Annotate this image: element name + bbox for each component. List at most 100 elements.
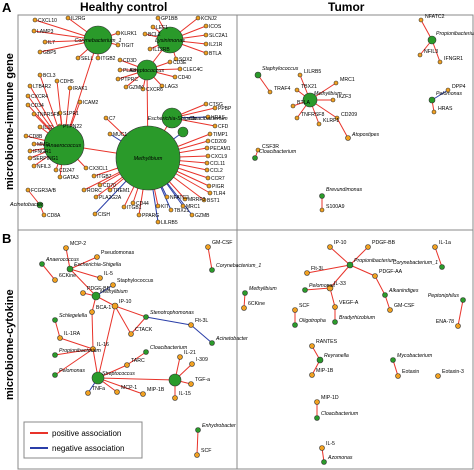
label-peptoniphilus: Peptoniphilus bbox=[428, 293, 460, 299]
node-acinetobacter bbox=[209, 340, 215, 346]
node-mme bbox=[31, 141, 37, 147]
figure-frame bbox=[17, 14, 474, 470]
label-ccr7: CCR7 bbox=[211, 176, 225, 182]
node-btla bbox=[290, 103, 296, 109]
node-tnfa bbox=[85, 390, 91, 396]
edge-positive bbox=[207, 246, 213, 271]
label-ctsg: CTSG bbox=[209, 102, 223, 108]
node-stenotrophomonas bbox=[143, 314, 149, 320]
node-bst1 bbox=[201, 197, 207, 203]
label-il-16: IL-16 bbox=[97, 342, 109, 348]
label-cd8b: CD8B bbox=[29, 134, 43, 140]
node-acinetobacter bbox=[36, 201, 44, 209]
node-escherichia-shigella bbox=[161, 107, 183, 129]
node-muc1 bbox=[107, 131, 113, 137]
node-propionibacterium bbox=[346, 261, 354, 269]
label-cd44: CD44 bbox=[136, 201, 149, 207]
edge-positive bbox=[65, 247, 71, 270]
label-cd209: CD209 bbox=[211, 139, 227, 145]
label-mcp-2: MCP-2 bbox=[70, 241, 86, 247]
node-bcl3 bbox=[37, 72, 43, 78]
label-streptococcus: Streptococcus bbox=[102, 371, 135, 377]
label-ikzf3: IKZF3 bbox=[337, 94, 351, 100]
node-i-309 bbox=[189, 361, 195, 367]
label-klrf1: KLRF1 bbox=[323, 118, 339, 124]
node-tlr4 bbox=[207, 190, 213, 196]
node-escherichia-shigella bbox=[66, 265, 74, 273]
node-gp1bb bbox=[155, 15, 161, 21]
node-nfatc2 bbox=[164, 194, 170, 200]
label-staphylococcus: Staphylococcus bbox=[262, 66, 299, 72]
node-gbp5 bbox=[37, 49, 43, 55]
node-atopostipes bbox=[345, 135, 351, 141]
label-cfd: CFD bbox=[218, 124, 229, 130]
label-gm-csf: GM-CSF bbox=[212, 240, 232, 246]
label-il32: IL32 bbox=[43, 125, 53, 131]
label-cd40: CD40 bbox=[178, 75, 191, 81]
node-cd209 bbox=[334, 115, 340, 121]
node-reyranella bbox=[316, 356, 324, 364]
node-lag3 bbox=[159, 83, 165, 89]
label-methylibium: Methylibium bbox=[249, 286, 277, 292]
label-reyranella: Reyranella bbox=[324, 353, 349, 359]
label-gzmb: GZMB bbox=[195, 213, 210, 219]
label-ena-78: ENA-78 bbox=[436, 319, 454, 325]
node-ccr7 bbox=[205, 175, 211, 181]
node-ruminococcus bbox=[168, 373, 182, 387]
node-cfd bbox=[212, 123, 218, 129]
label-timp1: TIMP1 bbox=[213, 132, 228, 138]
edge-positive bbox=[126, 351, 147, 366]
node-rantes bbox=[309, 343, 315, 349]
label-cd3e: CD3E bbox=[173, 60, 187, 66]
node-scf bbox=[194, 452, 200, 458]
label-serping1: SERPING1 bbox=[33, 156, 59, 162]
label-ifngr1: IFNGR1 bbox=[33, 149, 52, 155]
node-pelomonas bbox=[52, 372, 58, 378]
label-csf3r: CSF3R bbox=[262, 144, 279, 150]
edge-positive bbox=[41, 263, 56, 281]
label-ip-10: IP-10 bbox=[334, 240, 347, 246]
label-icos: ICOS bbox=[209, 24, 222, 30]
label-scf: SCF bbox=[299, 303, 309, 309]
label-ccl11: CCL11 bbox=[210, 161, 225, 167]
label-corynebacterium-1: Corynebacterium_1 bbox=[216, 263, 261, 269]
label-cloacibacterium: Cloacibacterium bbox=[189, 116, 228, 122]
label-gm-csf: GM-CSF bbox=[394, 303, 414, 309]
label-gp1bb: GP1BB bbox=[161, 16, 178, 22]
node-sell bbox=[75, 55, 81, 61]
node-corynebacterium-1 bbox=[209, 267, 215, 273]
label-il-21: IL-21 bbox=[184, 350, 196, 356]
edge-positive bbox=[97, 305, 116, 379]
edge-positive bbox=[306, 264, 351, 274]
node-pelomonas bbox=[302, 287, 308, 293]
node-vegf-a bbox=[332, 304, 338, 310]
node-icos bbox=[203, 23, 209, 29]
node-methylibium bbox=[115, 125, 181, 191]
label-eotaxin-3: Eotaxin-3 bbox=[442, 369, 464, 375]
label-bst1: BST1 bbox=[207, 198, 220, 204]
label-s1pr1: S1PR1 bbox=[63, 111, 79, 117]
label-acinetobacter: Acinetobacter bbox=[9, 202, 43, 208]
node-hras bbox=[205, 114, 211, 120]
node-brevundimonas bbox=[319, 193, 325, 199]
label-icam2: ICAM2 bbox=[83, 100, 99, 106]
legend-positive-label: positive association bbox=[52, 429, 121, 438]
node-cx3cl1 bbox=[83, 165, 89, 171]
node-mip-1d bbox=[314, 399, 320, 405]
node-klrk1 bbox=[115, 30, 121, 36]
label-il7: IL7 bbox=[48, 40, 55, 46]
node-il2rg bbox=[65, 15, 71, 21]
label-mrc1: MRC1 bbox=[186, 204, 200, 210]
node-lamp3 bbox=[31, 28, 37, 34]
label-gzmk: GZMK bbox=[129, 85, 144, 91]
edge-positive bbox=[114, 305, 132, 335]
label-itgb2: ITGB2 bbox=[101, 56, 116, 62]
node-cd40 bbox=[172, 74, 178, 80]
label-cxcl9: CXCL9 bbox=[211, 154, 227, 160]
node-il-5 bbox=[319, 445, 325, 451]
edge-positive bbox=[69, 256, 98, 270]
label-kcnj2: KCNJ2 bbox=[201, 16, 217, 22]
label-pdgf-aa: PDGF-AA bbox=[379, 269, 403, 275]
node-gata3 bbox=[57, 174, 63, 180]
edge-positive bbox=[97, 377, 144, 395]
